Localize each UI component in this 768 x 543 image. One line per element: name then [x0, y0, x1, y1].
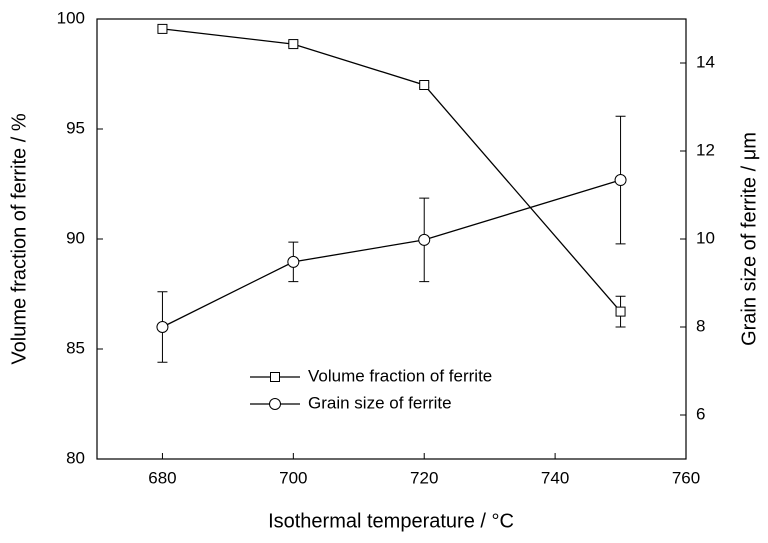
marker	[287, 255, 300, 268]
x-tick-label: 760	[672, 468, 700, 487]
series-line	[162, 28, 622, 313]
y-tick-label: 100	[57, 8, 85, 27]
marker	[614, 174, 627, 187]
y-axis-label: Volume fraction of ferrite / %	[8, 113, 30, 364]
x-tick-label: 680	[148, 468, 176, 487]
marker	[157, 23, 168, 34]
y2-tick-label: 8	[696, 316, 705, 335]
series-line	[162, 179, 621, 328]
marker	[419, 80, 430, 90]
y2-tick-label: 6	[696, 404, 705, 423]
y-tick-label: 85	[66, 338, 85, 357]
y-tick-label: 80	[66, 448, 85, 467]
marker	[418, 233, 431, 246]
y2-axis-label: Grain size of ferrite / μm	[738, 132, 760, 346]
legend-marker	[270, 372, 280, 382]
y-tick-label: 90	[66, 228, 85, 247]
marker	[156, 321, 169, 333]
y2-tick-label: 10	[696, 228, 715, 247]
legend-marker	[269, 398, 281, 410]
x-tick-label: 720	[410, 468, 438, 487]
y2-tick-label: 12	[696, 140, 715, 159]
marker	[615, 306, 626, 317]
legend-label: Volume fraction of ferrite	[308, 366, 492, 385]
y-tick-label: 95	[66, 118, 85, 137]
x-tick-label: 700	[279, 468, 307, 487]
y2-tick-label: 14	[696, 52, 715, 71]
marker	[288, 39, 299, 50]
legend-label: Grain size of ferrite	[308, 393, 452, 412]
x-axis-label: Isothermal temperature / °C	[268, 510, 514, 532]
x-tick-label: 740	[541, 468, 569, 487]
